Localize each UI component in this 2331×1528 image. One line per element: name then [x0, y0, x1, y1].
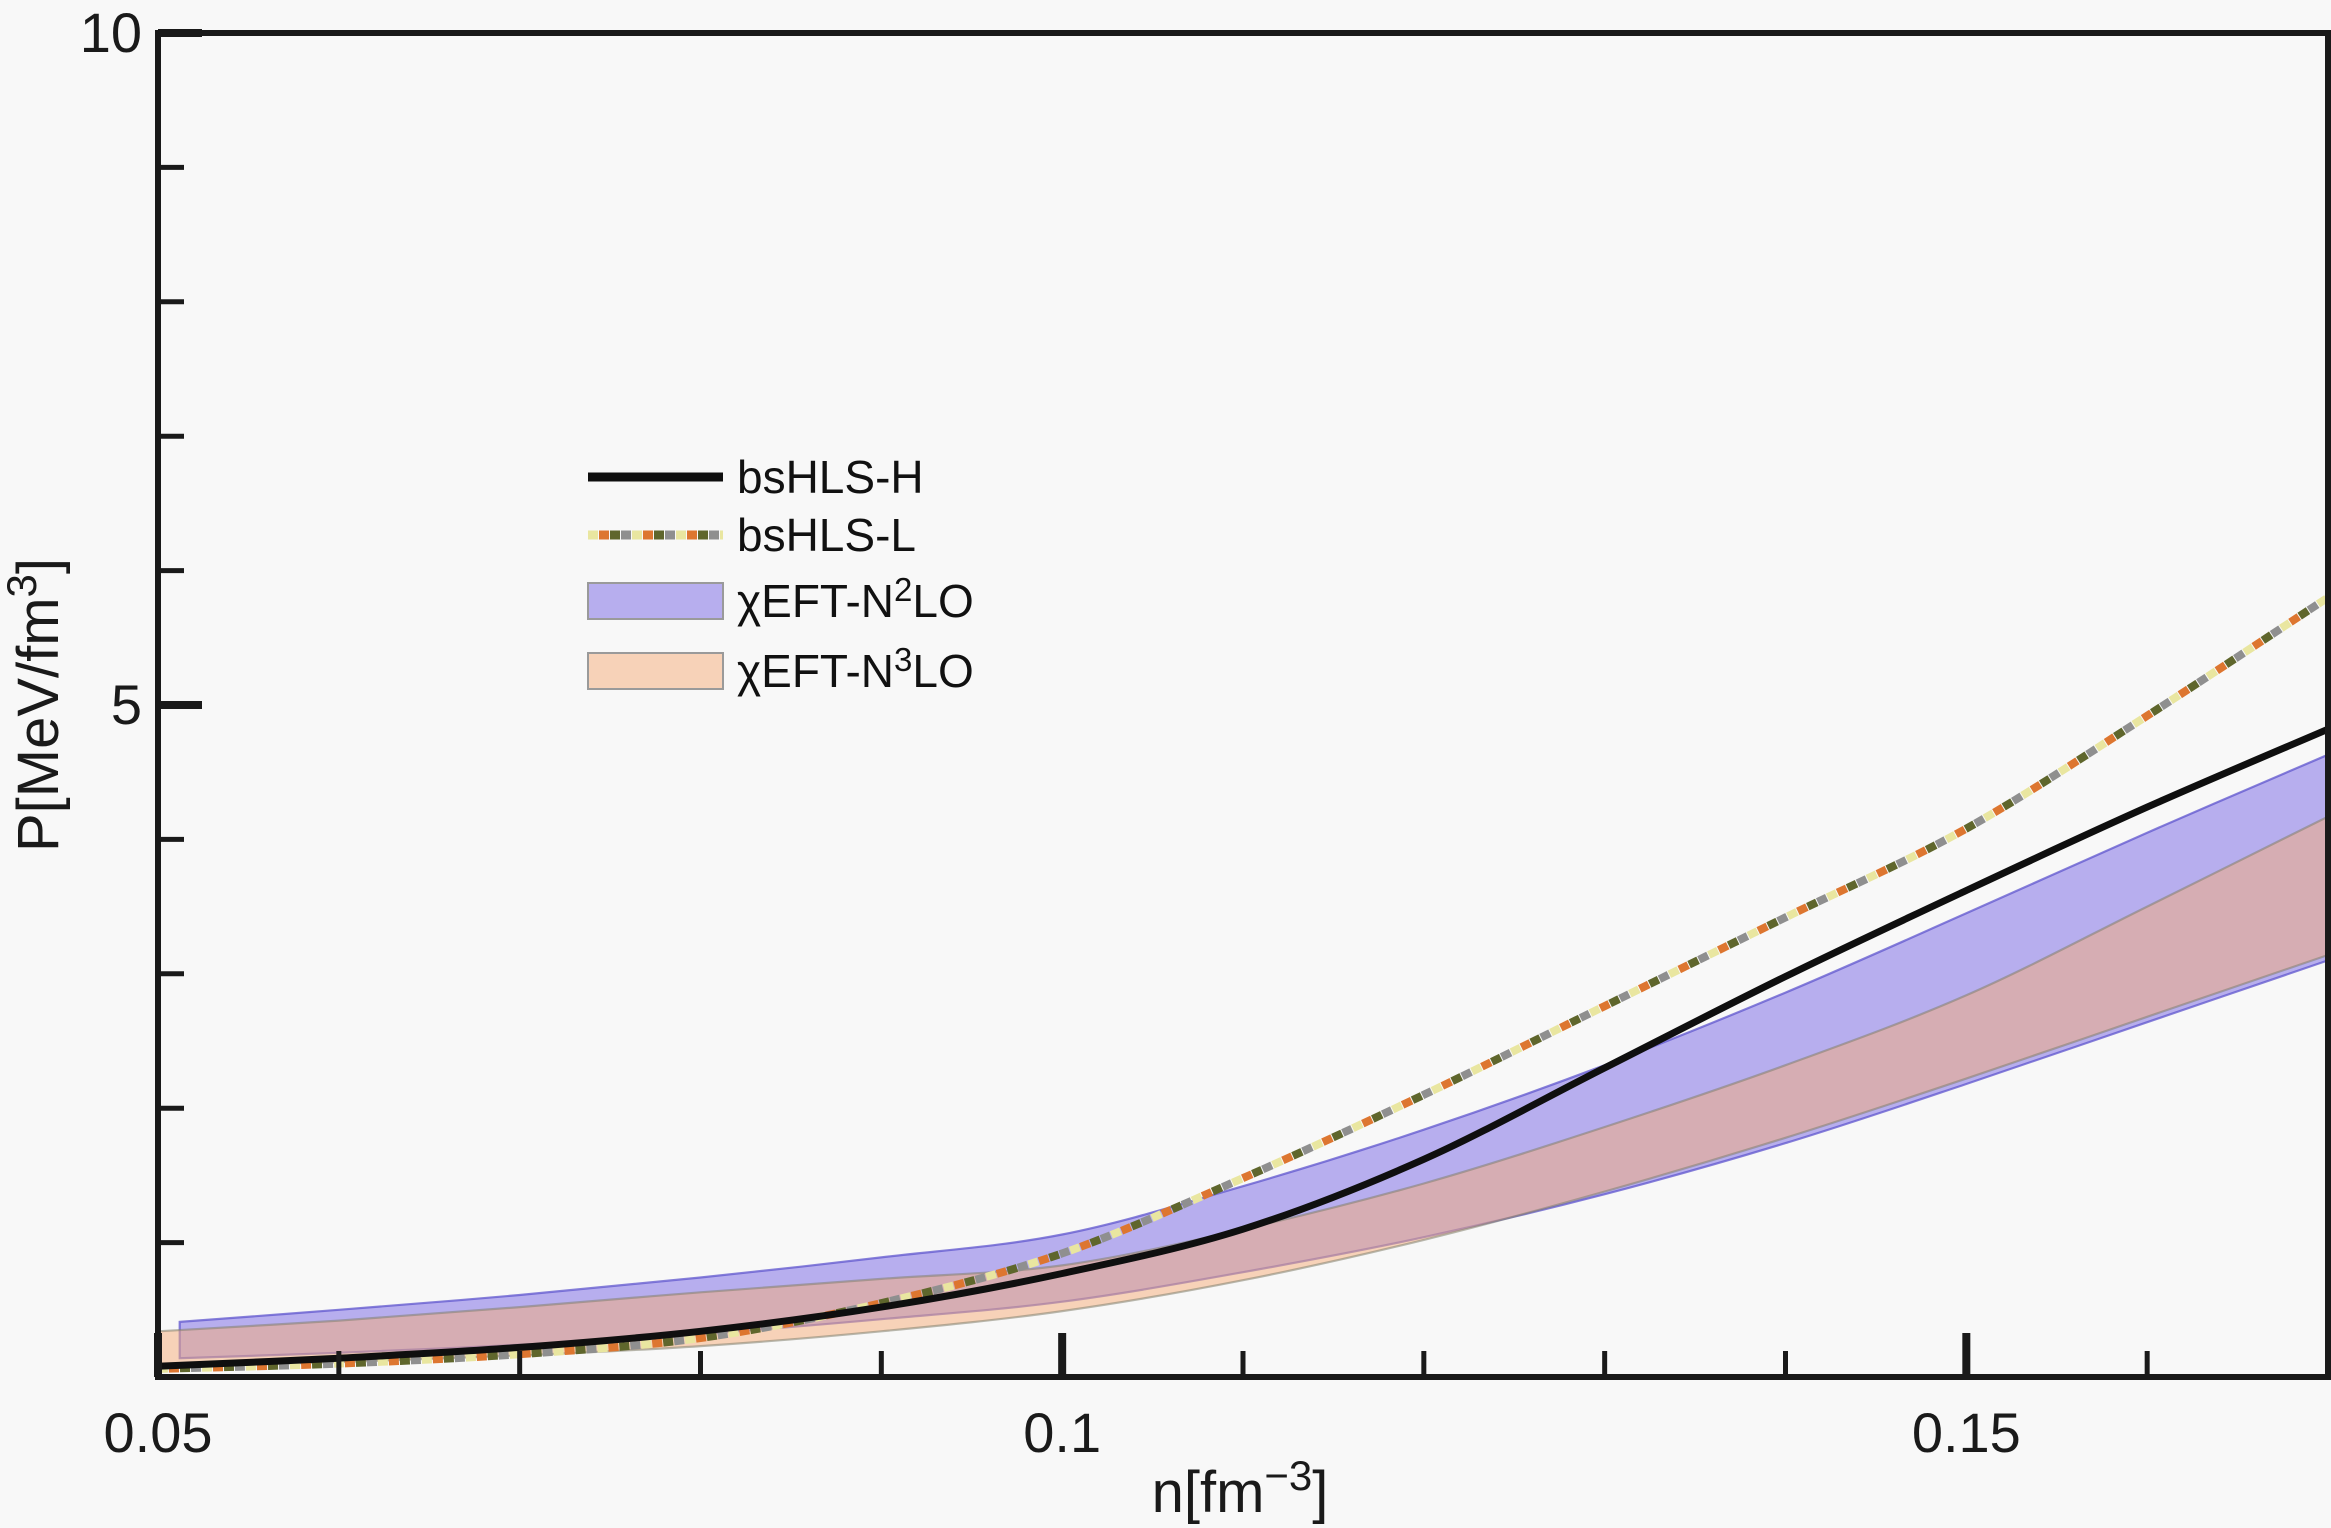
legend-item-bshls-l: bsHLS-L: [588, 509, 916, 561]
legend-label: bsHLS-L: [737, 509, 916, 561]
legend-item-chieft-n2lo: χEFT-N2LO: [587, 571, 974, 627]
y-axis-label: P[MeV/fm3]: [0, 558, 71, 852]
x-tick-label: 0.05: [104, 1401, 213, 1464]
y-tick-label: 10: [80, 1, 142, 64]
legend-swatch: [587, 652, 724, 690]
bshls-h-curve: [154, 725, 2331, 1370]
legend-swatch: [587, 582, 724, 620]
legend-label: χEFT-N2LO: [737, 571, 974, 627]
x-tick-label: 0.1: [1023, 1401, 1101, 1464]
legend-item-bshls-h: bsHLS-H: [588, 451, 924, 503]
legend-label: bsHLS-H: [737, 451, 924, 503]
bshls-l-dash-layer: [157, 594, 2331, 1373]
legend-item-chieft-n3lo: χEFT-N3LO: [587, 641, 974, 697]
legend-label: χEFT-N3LO: [737, 641, 974, 697]
legend: bsHLS-H bsHLS-L χEFT-N2LO χEFT-N3LO: [587, 451, 974, 697]
axis-ticks: [154, 29, 2150, 1377]
y-tick-label: 5: [111, 673, 142, 736]
x-tick-label: 0.15: [1912, 1401, 2021, 1464]
x-axis-label: n[fm−3]: [1152, 1452, 1329, 1525]
